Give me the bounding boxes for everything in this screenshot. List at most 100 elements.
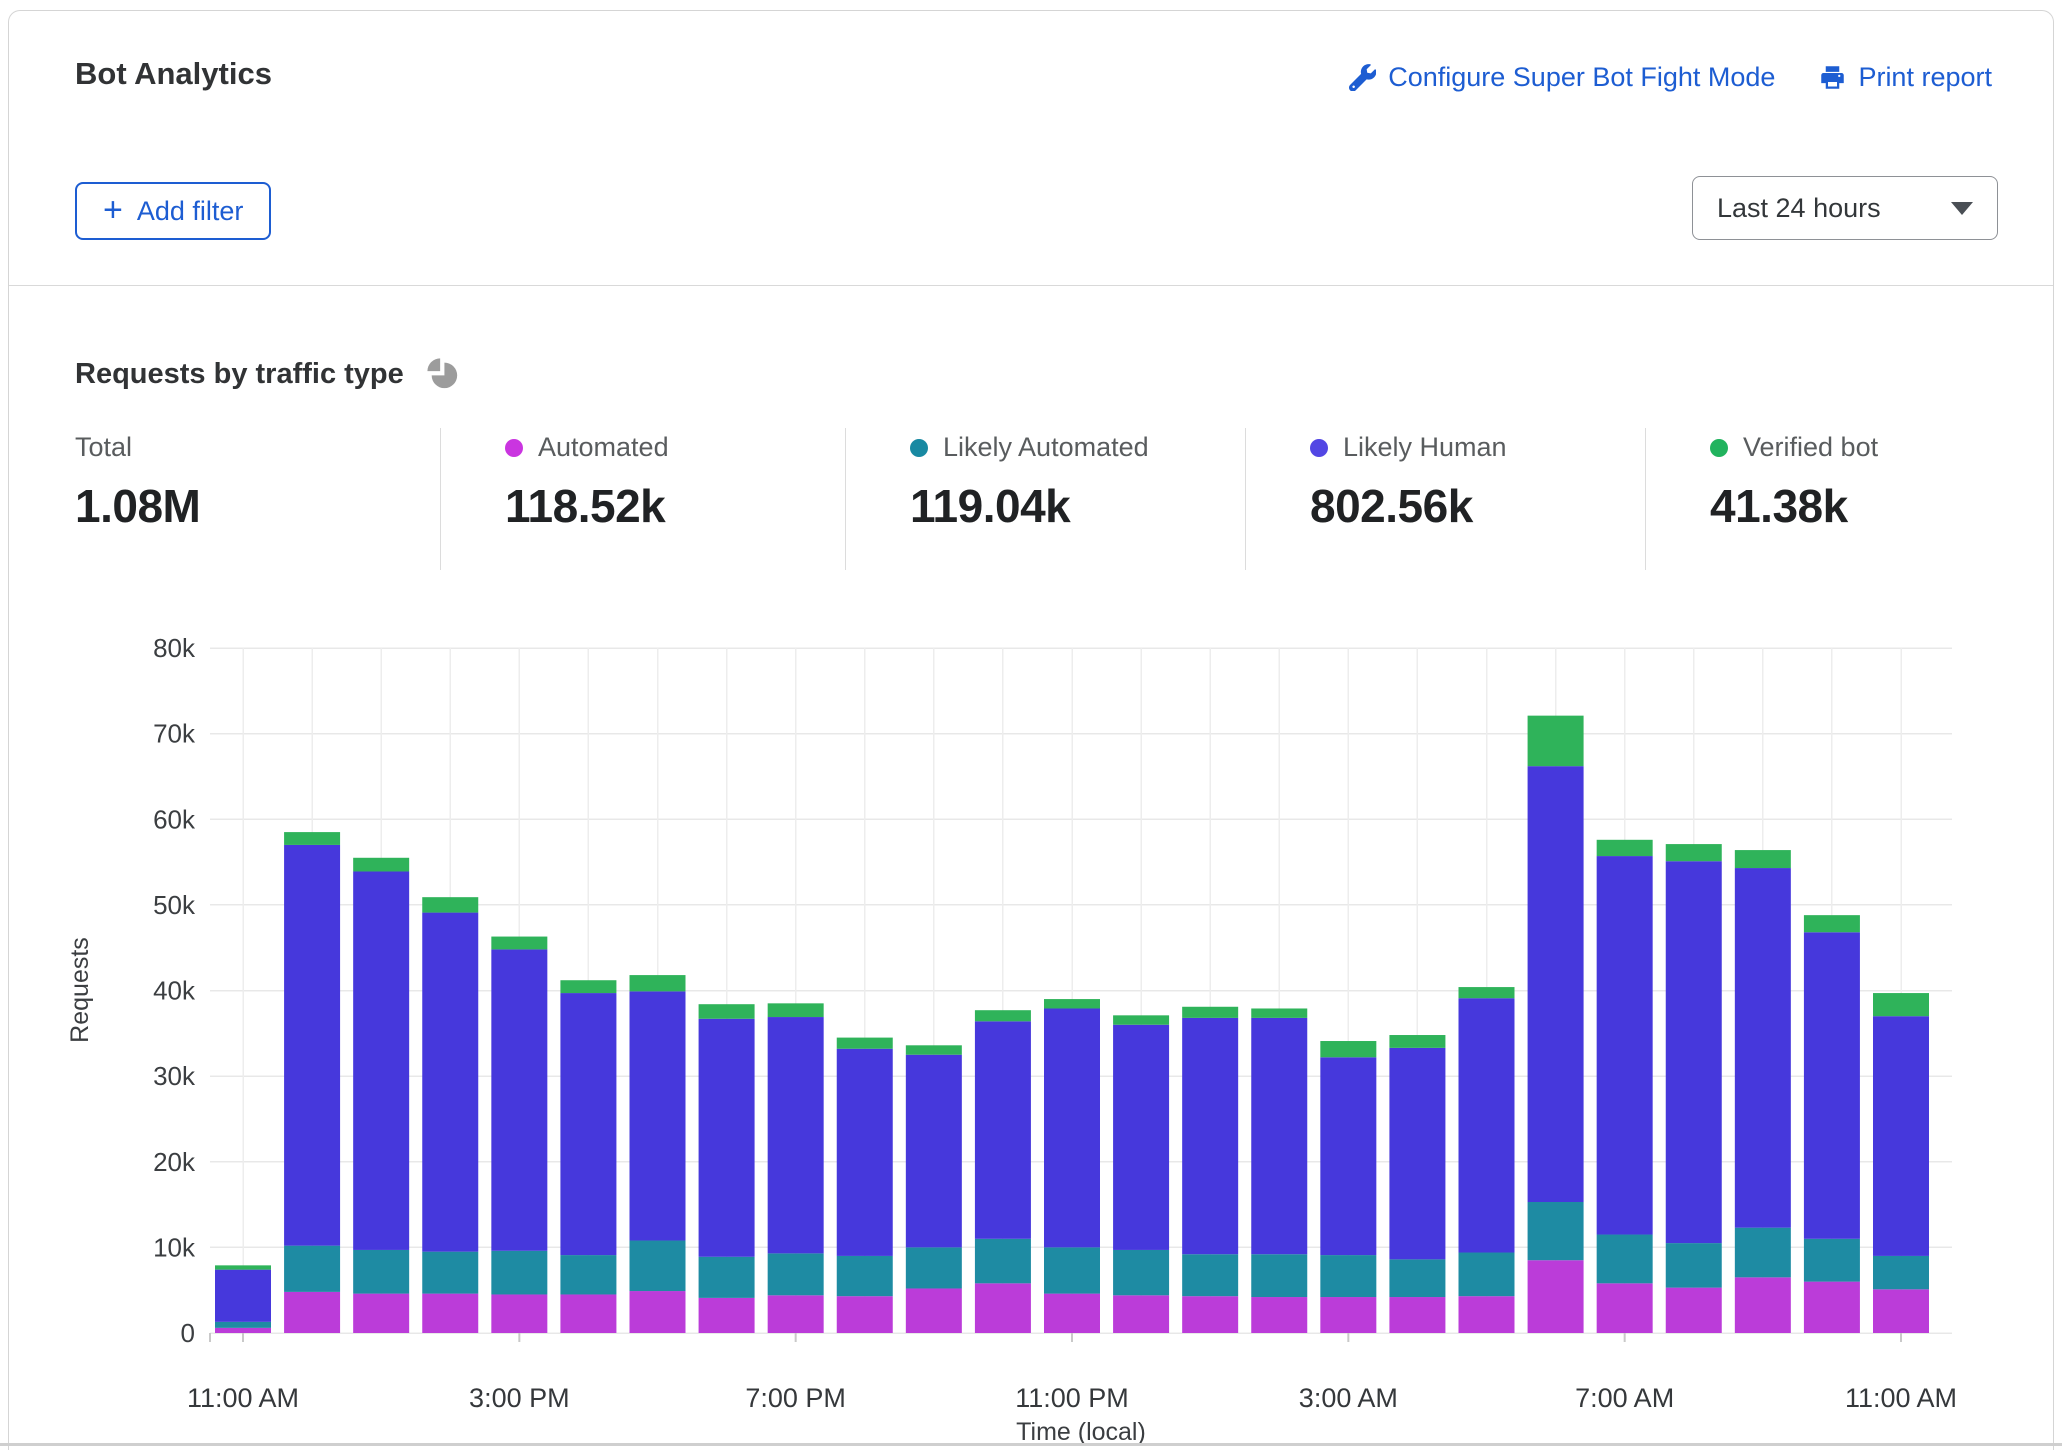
bar-segment-automated[interactable] <box>767 1295 824 1333</box>
time-range-select[interactable]: Last 24 hours <box>1692 176 1998 240</box>
bar-segment-likely-human[interactable] <box>1182 1017 1239 1255</box>
bar-segment-verified-bot[interactable] <box>215 1265 271 1270</box>
bar-segment-automated[interactable] <box>560 1294 617 1333</box>
bar-segment-automated[interactable] <box>491 1294 548 1333</box>
bar-segment-likely-human[interactable] <box>422 912 479 1252</box>
bar-segment-automated[interactable] <box>1734 1277 1791 1333</box>
bar-segment-verified-bot[interactable] <box>284 832 341 845</box>
bar-segment-verified-bot[interactable] <box>905 1045 962 1055</box>
bar-segment-likely-human[interactable] <box>1044 1008 1100 1248</box>
bar-segment-likely-automated[interactable] <box>974 1238 1031 1284</box>
bar-segment-automated[interactable] <box>1182 1296 1239 1333</box>
bar-segment-automated[interactable] <box>1458 1296 1515 1333</box>
bar-segment-likely-automated[interactable] <box>1044 1247 1100 1294</box>
bar-segment-likely-human[interactable] <box>905 1054 962 1248</box>
bar-segment-likely-human[interactable] <box>1251 1017 1308 1255</box>
bar-segment-likely-automated[interactable] <box>1803 1238 1860 1282</box>
bar-segment-likely-automated[interactable] <box>1665 1243 1722 1288</box>
bar-segment-likely-human[interactable] <box>974 1021 1031 1239</box>
bar-segment-likely-automated[interactable] <box>1734 1227 1791 1278</box>
bar-segment-likely-human[interactable] <box>767 1017 824 1254</box>
bar-segment-verified-bot[interactable] <box>1734 850 1791 869</box>
bar-segment-likely-human[interactable] <box>1665 861 1722 1244</box>
bar-segment-likely-human[interactable] <box>215 1269 271 1322</box>
bar-segment-automated[interactable] <box>1665 1287 1722 1333</box>
bar-segment-automated[interactable] <box>698 1297 755 1333</box>
bar-segment-verified-bot[interactable] <box>1044 999 1100 1009</box>
bar-segment-verified-bot[interactable] <box>422 897 479 913</box>
bar-segment-likely-human[interactable] <box>1320 1057 1377 1256</box>
bar-segment-verified-bot[interactable] <box>1873 993 1929 1017</box>
bar-segment-likely-automated[interactable] <box>836 1255 893 1297</box>
bar-segment-likely-automated[interactable] <box>698 1256 755 1298</box>
bar-segment-verified-bot[interactable] <box>974 1010 1031 1022</box>
bar-segment-likely-human[interactable] <box>1389 1047 1446 1260</box>
bar-segment-likely-human[interactable] <box>1527 766 1584 1202</box>
bar-segment-likely-automated[interactable] <box>353 1249 410 1294</box>
bar-segment-automated[interactable] <box>905 1288 962 1333</box>
bar-segment-verified-bot[interactable] <box>491 936 548 950</box>
bar-segment-verified-bot[interactable] <box>1665 844 1722 862</box>
bar-segment-likely-human[interactable] <box>629 991 686 1241</box>
bar-segment-verified-bot[interactable] <box>1113 1015 1170 1025</box>
bar-segment-verified-bot[interactable] <box>767 1003 824 1018</box>
bar-segment-likely-automated[interactable] <box>629 1240 686 1292</box>
bar-segment-likely-automated[interactable] <box>1527 1201 1584 1261</box>
bar-segment-verified-bot[interactable] <box>836 1037 893 1049</box>
bar-segment-likely-automated[interactable] <box>1873 1255 1929 1290</box>
traffic-chart[interactable]: 0 10k 20k 30k 40k 50k 60k 70k 80k 11:00 AM 3:00 PM… <box>0 620 2062 1448</box>
bar-segment-verified-bot[interactable] <box>698 1004 755 1019</box>
bar-segment-automated[interactable] <box>1873 1289 1929 1333</box>
bar-segment-automated[interactable] <box>1596 1283 1653 1333</box>
bar-segment-likely-automated[interactable] <box>422 1251 479 1294</box>
bar-segment-automated[interactable] <box>1044 1293 1100 1333</box>
bar-segment-likely-automated[interactable] <box>491 1250 548 1295</box>
bar-segment-likely-human[interactable] <box>1734 868 1791 1228</box>
bar-segment-likely-automated[interactable] <box>560 1255 617 1295</box>
bar-segment-verified-bot[interactable] <box>353 857 410 872</box>
bar-segment-likely-human[interactable] <box>1803 932 1860 1239</box>
bar-segment-likely-human[interactable] <box>560 993 617 1256</box>
bar-segment-verified-bot[interactable] <box>1458 987 1515 999</box>
bar-segment-likely-human[interactable] <box>1873 1016 1929 1256</box>
bar-segment-likely-automated[interactable] <box>1458 1252 1515 1297</box>
bar-segment-automated[interactable] <box>1320 1297 1377 1333</box>
bar-segment-likely-human[interactable] <box>698 1018 755 1257</box>
bar-segment-verified-bot[interactable] <box>1803 915 1860 933</box>
bar-segment-likely-human[interactable] <box>1113 1024 1170 1250</box>
bar-segment-likely-automated[interactable] <box>1596 1234 1653 1284</box>
bar-segment-automated[interactable] <box>1251 1297 1308 1333</box>
bar-segment-automated[interactable] <box>353 1293 410 1333</box>
bar-segment-likely-automated[interactable] <box>767 1253 824 1296</box>
bar-segment-automated[interactable] <box>1527 1260 1584 1333</box>
bar-segment-automated[interactable] <box>1803 1281 1860 1333</box>
bar-segment-likely-automated[interactable] <box>215 1321 271 1328</box>
bar-segment-likely-human[interactable] <box>1596 856 1653 1235</box>
bar-segment-automated[interactable] <box>836 1296 893 1333</box>
bar-segment-verified-bot[interactable] <box>1320 1041 1377 1058</box>
bar-segment-automated[interactable] <box>215 1327 271 1333</box>
bar-segment-automated[interactable] <box>629 1291 686 1333</box>
bar-segment-likely-automated[interactable] <box>1251 1254 1308 1298</box>
bar-segment-verified-bot[interactable] <box>1596 839 1653 857</box>
print-report-link[interactable]: Print report <box>1819 62 1992 93</box>
bar-segment-verified-bot[interactable] <box>629 975 686 992</box>
bar-segment-automated[interactable] <box>1389 1297 1446 1333</box>
bar-segment-likely-automated[interactable] <box>905 1247 962 1289</box>
bar-segment-likely-automated[interactable] <box>1389 1259 1446 1298</box>
bar-segment-automated[interactable] <box>284 1291 341 1333</box>
configure-super-bot-fight-mode-link[interactable]: Configure Super Bot Fight Mode <box>1349 62 1775 93</box>
bar-segment-likely-human[interactable] <box>1458 998 1515 1253</box>
bar-segment-verified-bot[interactable] <box>1182 1006 1239 1018</box>
bar-segment-likely-automated[interactable] <box>1182 1254 1239 1297</box>
bar-segment-likely-automated[interactable] <box>1320 1255 1377 1298</box>
bar-segment-likely-human[interactable] <box>836 1048 893 1256</box>
bar-segment-automated[interactable] <box>422 1293 479 1333</box>
bar-segment-likely-automated[interactable] <box>284 1245 341 1292</box>
bar-segment-verified-bot[interactable] <box>560 980 617 994</box>
bar-segment-automated[interactable] <box>974 1283 1031 1333</box>
add-filter-button[interactable]: + Add filter <box>75 182 272 240</box>
bar-segment-automated[interactable] <box>1113 1295 1170 1333</box>
bar-segment-verified-bot[interactable] <box>1389 1035 1446 1048</box>
bar-segment-likely-human[interactable] <box>491 949 548 1251</box>
